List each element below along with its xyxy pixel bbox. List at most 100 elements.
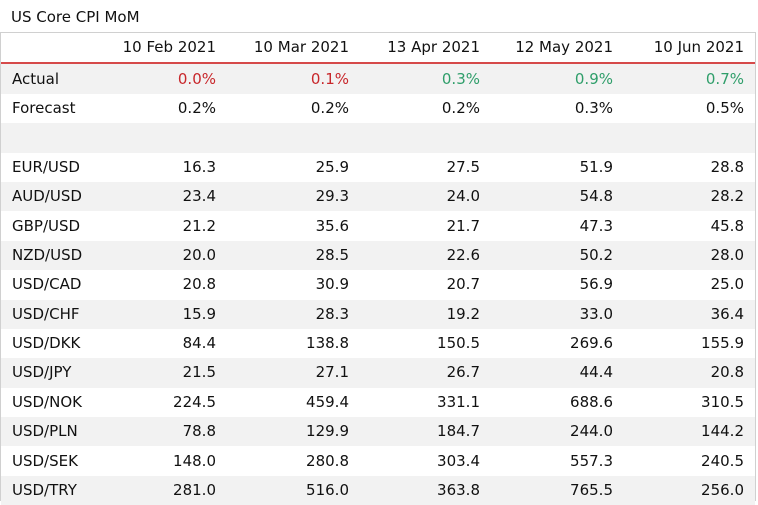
pair-value: 363.8 (349, 475, 480, 505)
pair-value: 36.4 (613, 299, 755, 329)
header-cell-blank (1, 33, 123, 63)
actual-value: 0.0% (122, 63, 216, 94)
forecast-value: 0.2% (441, 98, 480, 117)
pair-value: 45.8 (710, 216, 744, 235)
pair-label: USD/DKK (12, 334, 81, 353)
pair-label: USD/NOK (12, 392, 82, 411)
header-cell-date: 10 Jun 2021 (653, 38, 744, 57)
pair-value: 25.0 (710, 275, 744, 294)
pair-label: USD/PLN (1, 417, 123, 447)
pair-value: 51.9 (579, 157, 613, 176)
pair-value: 28.8 (710, 157, 744, 176)
pair-value: 516.0 (216, 475, 349, 505)
forecast-value: 0.2% (177, 98, 216, 117)
pair-value: 20.7 (446, 275, 480, 294)
pair-value: 28.5 (216, 240, 349, 271)
row-label: Actual (1, 63, 123, 94)
spacer-row (1, 123, 755, 153)
pair-value: 44.4 (480, 358, 613, 388)
pair-value: 144.2 (613, 417, 755, 447)
header-cell-date: 12 May 2021 (515, 38, 613, 57)
table-row: EUR/USD 16.3 25.9 27.5 51.9 28.8 (1, 153, 755, 182)
pair-value: 129.9 (216, 417, 349, 447)
pair-value: 331.1 (437, 392, 480, 411)
actual-row: Actual 0.0% 0.1% 0.3% 0.9% 0.7% (1, 63, 755, 94)
table-row: USD/NOK 224.5 459.4 331.1 688.6 310.5 (1, 388, 755, 417)
pair-value: 54.8 (480, 181, 613, 212)
pair-value: 30.9 (315, 275, 349, 294)
pair-value: 184.7 (349, 417, 480, 447)
pair-value: 84.4 (182, 334, 216, 353)
pair-value: 20.0 (122, 240, 216, 271)
pair-value: 22.6 (349, 240, 480, 271)
forecast-value: 0.2% (310, 98, 349, 117)
pair-value: 78.8 (122, 417, 216, 447)
row-label: Forecast (12, 98, 76, 117)
pair-value: 28.2 (613, 181, 755, 212)
header-cell-date: 13 Apr 2021 (387, 38, 480, 57)
pair-label: USD/SEK (12, 451, 78, 470)
pair-value: 148.0 (173, 451, 216, 470)
forecast-row: Forecast 0.2% 0.2% 0.2% 0.3% 0.5% (1, 94, 755, 123)
pair-value: 35.6 (315, 216, 349, 235)
pair-label: NZD/USD (1, 240, 123, 271)
pair-value: 765.5 (480, 475, 613, 505)
pair-value: 21.5 (122, 358, 216, 388)
pair-value: 688.6 (570, 392, 613, 411)
header-row: 10 Feb 2021 10 Mar 2021 13 Apr 2021 12 M… (1, 33, 755, 64)
table-row: USD/DKK 84.4 138.8 150.5 269.6 155.9 (1, 329, 755, 358)
pair-value: 281.0 (122, 475, 216, 505)
actual-value: 0.1% (216, 63, 349, 94)
pair-value: 28.3 (216, 299, 349, 329)
pair-value: 50.2 (480, 240, 613, 271)
pair-value: 310.5 (701, 392, 744, 411)
pair-value: 280.8 (306, 451, 349, 470)
table-row: USD/TRY 281.0 516.0 363.8 765.5 256.0 (1, 475, 755, 505)
pair-value: 26.7 (349, 358, 480, 388)
pair-label: USD/CAD (12, 275, 82, 294)
pair-label: USD/CHF (1, 299, 123, 329)
pair-value: 23.4 (122, 181, 216, 212)
table-row: USD/CHF 15.9 28.3 19.2 33.0 36.4 (1, 299, 755, 329)
pair-value: 240.5 (701, 451, 744, 470)
pair-value: 19.2 (349, 299, 480, 329)
pair-value: 47.3 (579, 216, 613, 235)
header-cell-date: 10 Mar 2021 (253, 38, 349, 57)
table-row: USD/SEK 148.0 280.8 303.4 557.3 240.5 (1, 446, 755, 475)
pair-value: 138.8 (306, 334, 349, 353)
table-row: NZD/USD 20.0 28.5 22.6 50.2 28.0 (1, 240, 755, 271)
pair-label: USD/JPY (1, 358, 123, 388)
table-row: GBP/USD 21.2 35.6 21.7 47.3 45.8 (1, 211, 755, 240)
table-row: USD/JPY 21.5 27.1 26.7 44.4 20.8 (1, 358, 755, 388)
actual-value: 0.9% (480, 63, 613, 94)
cpi-reaction-table: 10 Feb 2021 10 Mar 2021 13 Apr 2021 12 M… (1, 33, 755, 505)
pair-value: 25.9 (315, 157, 349, 176)
actual-value: 0.7% (613, 63, 755, 94)
spacer-cell (1, 123, 755, 153)
pair-value: 155.9 (701, 334, 744, 353)
table-title: US Core CPI MoM (11, 8, 140, 26)
pair-value: 15.9 (122, 299, 216, 329)
actual-value: 0.3% (349, 63, 480, 94)
pair-label: USD/TRY (1, 475, 123, 505)
pair-label: GBP/USD (12, 216, 81, 235)
forecast-value: 0.5% (705, 98, 744, 117)
pair-value: 20.8 (613, 358, 755, 388)
pair-value: 24.0 (349, 181, 480, 212)
pair-value: 269.6 (570, 334, 613, 353)
pair-value: 56.9 (579, 275, 613, 294)
pair-value: 27.1 (216, 358, 349, 388)
pair-value: 459.4 (306, 392, 349, 411)
pair-value: 256.0 (613, 475, 755, 505)
pair-value: 150.5 (437, 334, 480, 353)
pair-value: 27.5 (446, 157, 480, 176)
table-row: USD/PLN 78.8 129.9 184.7 244.0 144.2 (1, 417, 755, 447)
pair-value: 20.8 (182, 275, 216, 294)
pair-label: EUR/USD (12, 157, 80, 176)
pair-value: 29.3 (216, 181, 349, 212)
pair-value: 21.7 (446, 216, 480, 235)
table-row: USD/CAD 20.8 30.9 20.7 56.9 25.0 (1, 270, 755, 299)
pair-value: 557.3 (570, 451, 613, 470)
pair-value: 33.0 (480, 299, 613, 329)
pair-value: 224.5 (173, 392, 216, 411)
